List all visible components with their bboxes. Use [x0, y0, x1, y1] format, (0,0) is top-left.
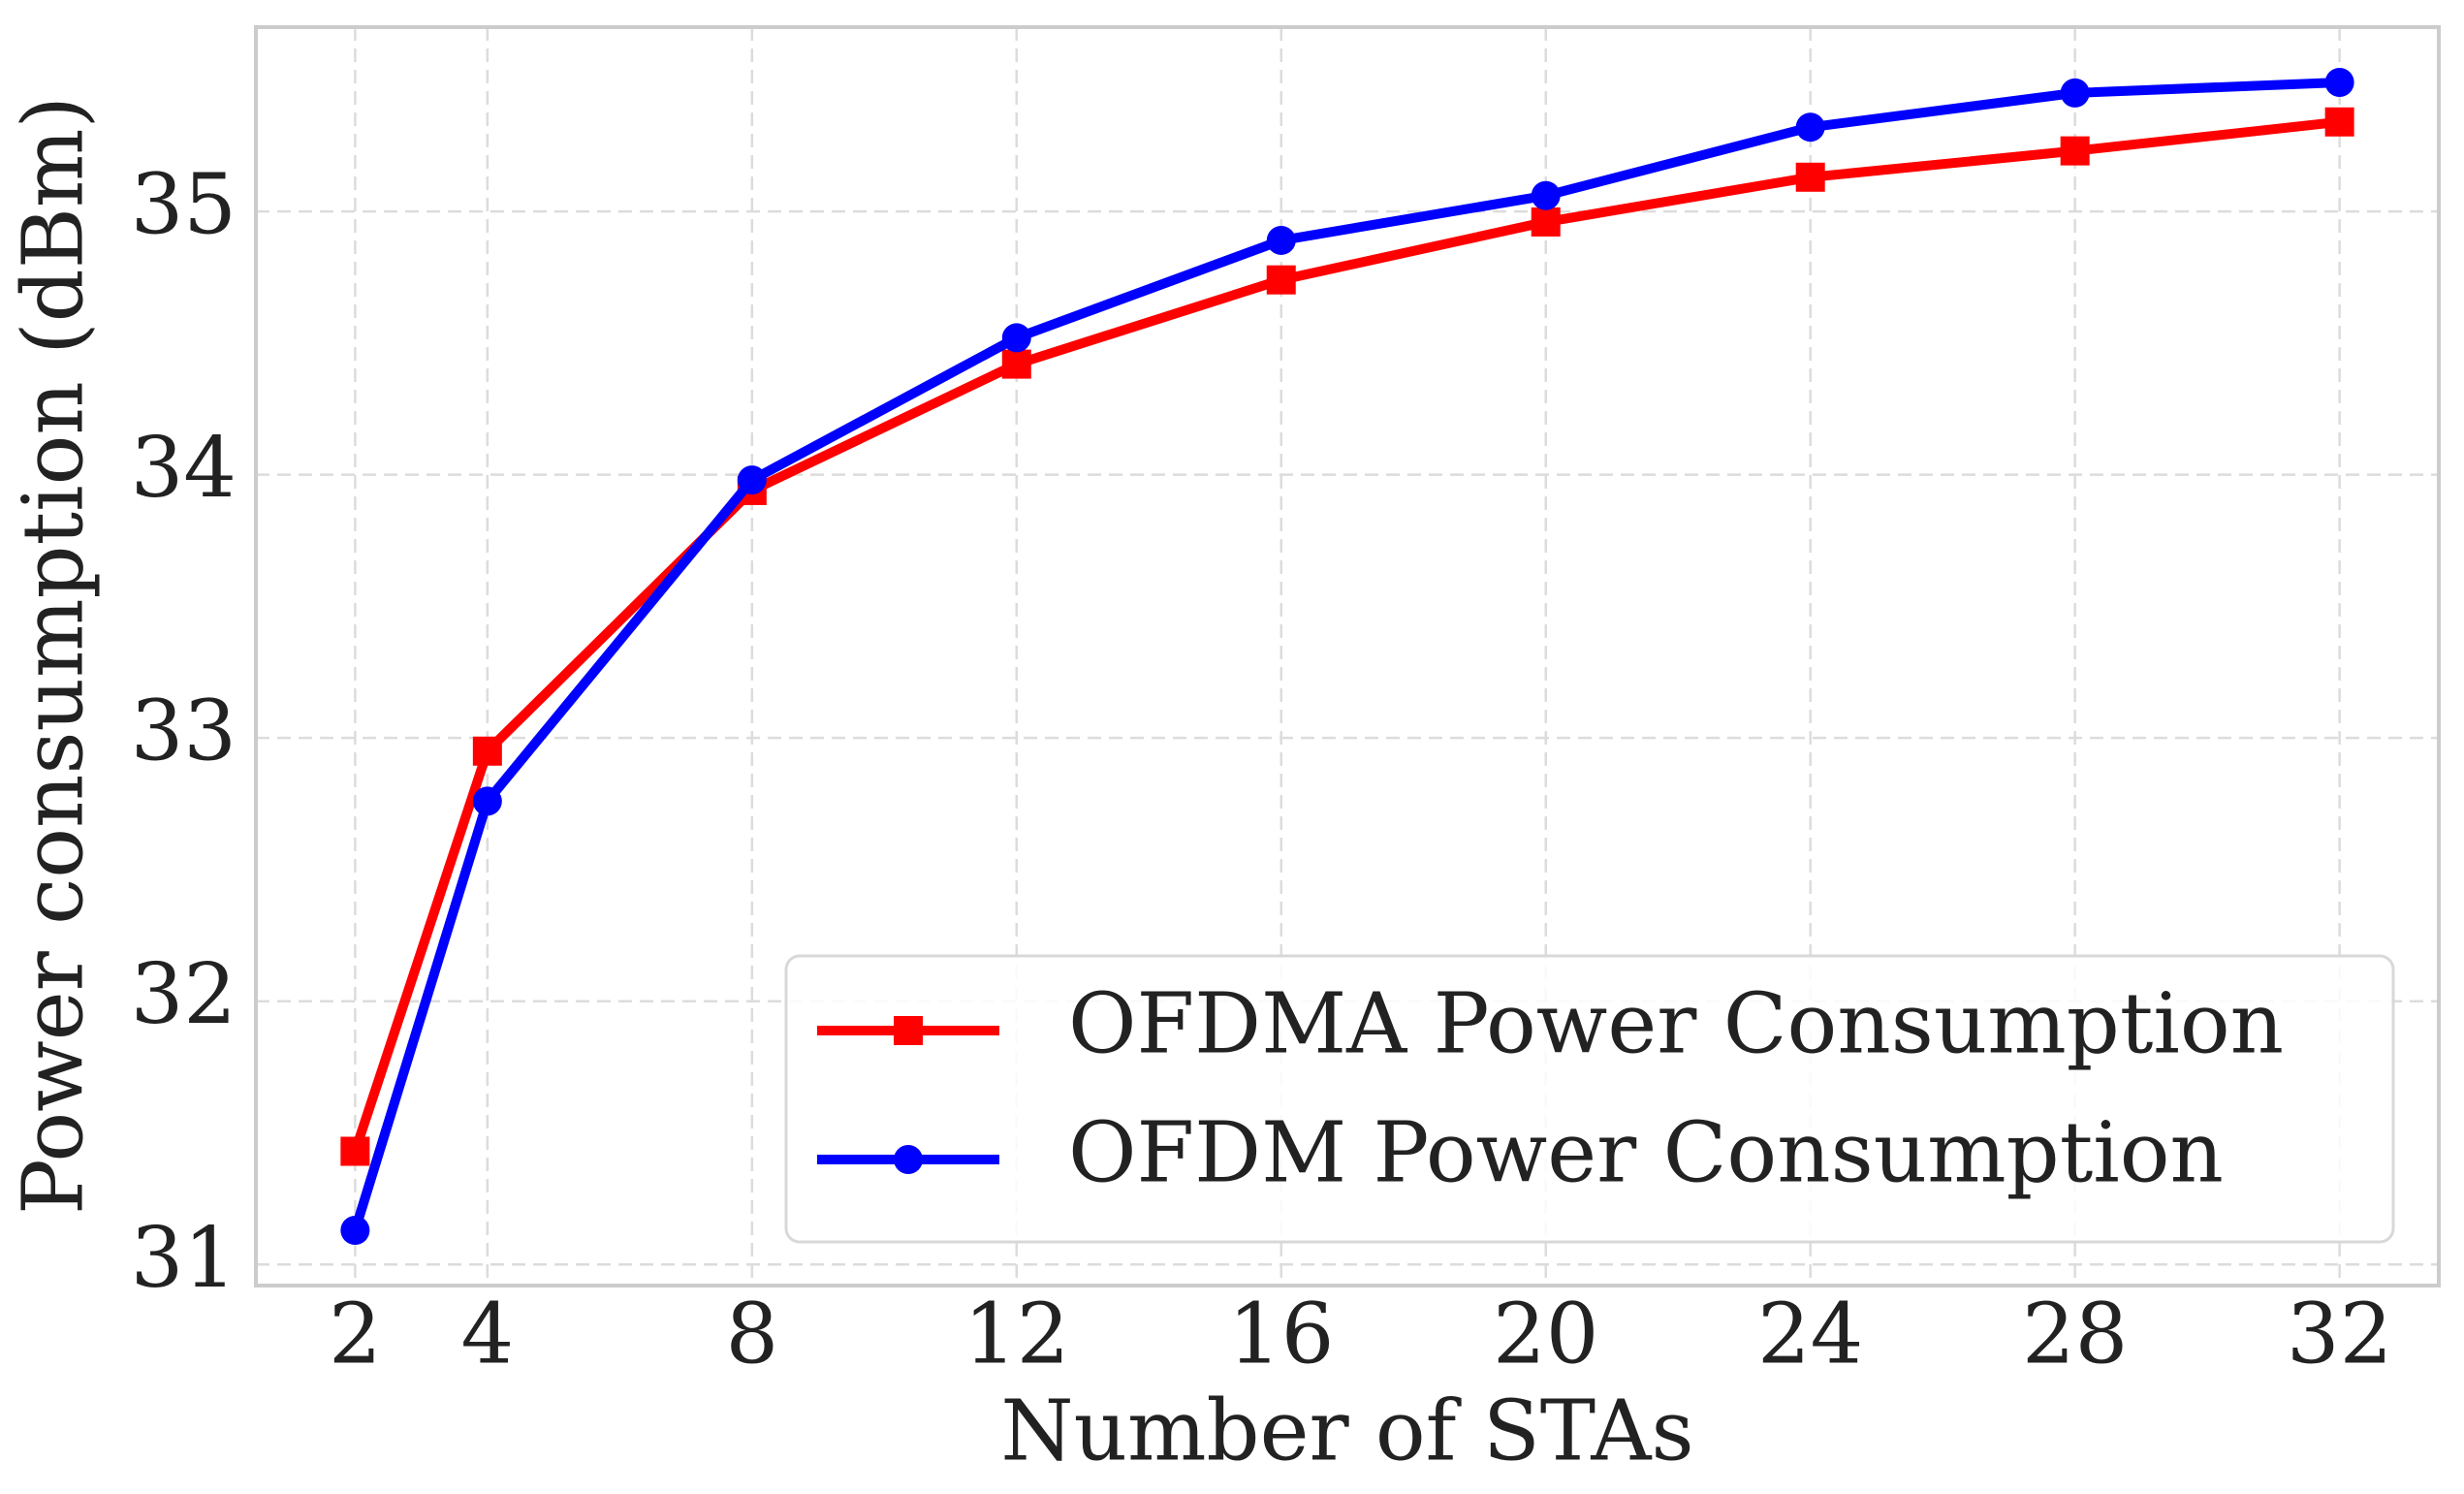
x-tick-label: 16	[1228, 1287, 1334, 1383]
x-tick-label: 24	[1757, 1287, 1863, 1383]
legend-box	[784, 954, 2395, 1244]
data-point	[2324, 68, 2354, 98]
y-tick-label: 31	[131, 1210, 237, 1307]
x-tick-label: 4	[460, 1287, 514, 1383]
data-point	[1266, 265, 1296, 295]
x-tick-label: 2	[329, 1287, 382, 1383]
data-point	[1531, 207, 1561, 237]
data-point	[1795, 162, 1825, 192]
legend-marker	[894, 1016, 923, 1045]
x-tick-label: 12	[963, 1287, 1069, 1383]
y-axis-label: Power consumption (dBm)	[6, 96, 103, 1215]
data-point	[737, 465, 767, 495]
data-point	[1266, 225, 1296, 255]
x-tick-label: 8	[725, 1287, 778, 1383]
y-tick-label: 33	[131, 683, 237, 780]
legend-marker	[894, 1145, 923, 1174]
data-point	[1531, 180, 1561, 210]
x-axis-label: Number of STAs	[1000, 1383, 1693, 1480]
x-tick-label: 32	[2287, 1287, 2392, 1383]
data-point	[340, 1215, 370, 1245]
data-point	[1001, 323, 1031, 353]
x-tick-label: 28	[2022, 1287, 2128, 1383]
data-point	[2324, 107, 2354, 137]
data-point	[472, 736, 502, 766]
data-point	[1001, 349, 1031, 379]
data-point	[472, 786, 502, 816]
plot-frame	[254, 25, 2441, 1287]
data-point	[340, 1136, 370, 1166]
legend-label: OFDMA Power Consumption	[1068, 976, 2284, 1073]
data-point	[2060, 136, 2090, 166]
y-tick-label: 35	[131, 157, 237, 254]
legend-label: OFDM Power Consumption	[1068, 1105, 2224, 1202]
y-tick-label: 34	[131, 420, 237, 517]
data-point	[1795, 112, 1825, 143]
y-tick-label: 32	[131, 946, 237, 1043]
data-point	[2060, 78, 2090, 108]
x-tick-label: 20	[1493, 1287, 1598, 1383]
